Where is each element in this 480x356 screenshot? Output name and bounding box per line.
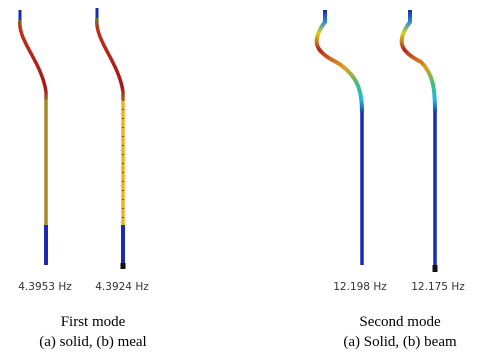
frequency-label: 4.3924 Hz xyxy=(95,281,149,293)
frequency-label: 12.198 Hz xyxy=(333,281,387,293)
mode-shape-2a xyxy=(317,10,362,265)
caption-title: Second mode xyxy=(359,314,441,330)
frequency-label: 12.175 Hz xyxy=(411,281,465,293)
mode-shape-2b xyxy=(402,10,438,272)
caption-title: First mode xyxy=(61,314,126,330)
frequency-label: 4.3953 Hz xyxy=(18,281,72,293)
mode-shape-1a xyxy=(20,10,46,265)
caption-subtitle: (a) solid, (b) meal xyxy=(39,334,146,350)
mode-shape-1b xyxy=(97,8,126,269)
caption-subtitle: (a) Solid, (b) beam xyxy=(343,334,457,350)
figure: 4.3953 Hz 4.3924 Hz 12.198 Hz 12.175 Hz … xyxy=(0,0,480,356)
